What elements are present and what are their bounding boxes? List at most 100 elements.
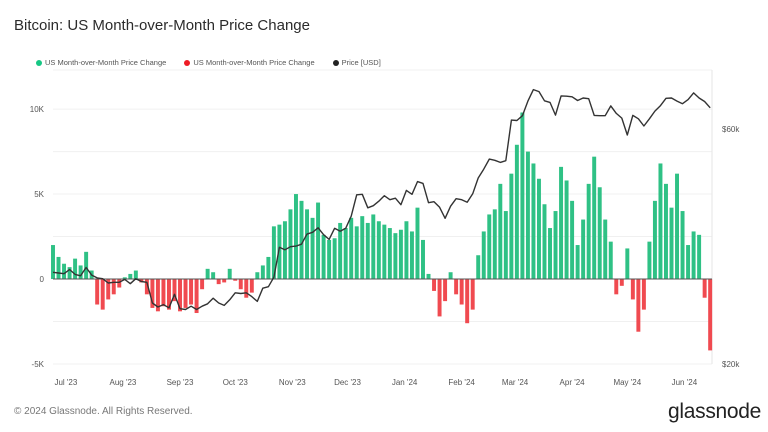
bar-positive — [603, 219, 608, 280]
bar-positive — [305, 209, 310, 280]
bar-negative — [161, 279, 166, 307]
bar-positive — [415, 207, 420, 280]
bar-negative — [708, 279, 713, 351]
bar-negative — [233, 279, 238, 281]
bar-positive — [559, 166, 564, 280]
bar-positive — [365, 222, 370, 280]
bar-positive — [426, 273, 431, 280]
bar-negative — [222, 279, 227, 283]
bar-positive — [360, 216, 365, 280]
y-left-tick-label: -5K — [32, 360, 45, 369]
bar-positive — [332, 238, 337, 280]
bar-positive — [498, 183, 503, 280]
bar-positive — [62, 263, 67, 280]
bar-negative — [238, 279, 243, 290]
bar-positive — [448, 272, 453, 280]
legend-item-price[interactable]: Price [USD] — [332, 58, 381, 67]
bar-negative — [189, 279, 194, 305]
bar-negative — [641, 279, 646, 310]
x-tick-label: Jan '24 — [392, 378, 418, 387]
bar-positive — [56, 256, 61, 280]
bar-positive — [310, 217, 315, 280]
y-left-tick-label: 10K — [30, 105, 45, 114]
bar-negative — [432, 279, 437, 291]
chart-title: Bitcoin: US Month-over-Month Price Chang… — [14, 17, 310, 34]
bar-positive — [316, 202, 321, 280]
bar-positive — [398, 229, 403, 280]
bar-positive — [487, 214, 492, 280]
bar-negative — [443, 279, 448, 302]
bar-positive — [133, 270, 138, 280]
bar-negative — [216, 279, 221, 285]
bar-negative — [614, 279, 619, 295]
bar-positive — [625, 248, 630, 280]
bar-negative — [172, 279, 177, 302]
x-tick-label: Nov '23 — [279, 378, 306, 387]
bar-negative — [454, 279, 459, 295]
bar-negative — [144, 279, 149, 295]
bar-positive — [260, 265, 265, 280]
bar-positive — [575, 245, 580, 280]
bar-negative — [178, 279, 182, 312]
price-line — [52, 88, 711, 311]
bar-negative — [100, 279, 105, 310]
bar-positive — [570, 200, 575, 280]
bar-negative — [459, 279, 464, 305]
bar-positive — [525, 151, 530, 280]
legend-label: US Month-over-Month Price Change — [45, 58, 167, 67]
glassnode-logo: glassnode — [668, 400, 762, 423]
bar-positive — [205, 268, 210, 280]
bar-negative — [106, 279, 111, 300]
bar-negative — [111, 279, 116, 295]
bar-positive — [338, 222, 343, 280]
bar-positive — [553, 211, 558, 280]
legend: US Month-over-Month Price Change US Mont… — [36, 58, 381, 67]
bar-positive — [211, 272, 216, 280]
bar-positive — [675, 173, 680, 280]
bar-positive — [691, 231, 696, 280]
bar-negative — [702, 279, 707, 298]
bar-positive — [122, 277, 127, 280]
bar-positive — [669, 207, 674, 280]
bar-positive — [542, 204, 547, 280]
y-left-tick-label: 5K — [34, 190, 44, 199]
bar-positive — [294, 194, 298, 280]
legend-item-positive[interactable]: US Month-over-Month Price Change — [36, 58, 166, 67]
x-tick-label: Mar '24 — [502, 378, 529, 387]
bar-positive — [404, 221, 409, 280]
bar-positive — [382, 224, 387, 280]
bar-positive — [481, 231, 486, 280]
red-dot-icon — [184, 59, 191, 66]
x-tick-label: Jun '24 — [672, 378, 698, 387]
x-tick-label: Feb '24 — [448, 378, 475, 387]
bar-negative — [155, 279, 160, 312]
bar-negative — [470, 279, 475, 310]
x-tick-label: Apr '24 — [560, 378, 586, 387]
legend-item-negative[interactable]: US Month-over-Month Price Change — [184, 58, 315, 67]
bar-positive — [686, 245, 691, 280]
bar-positive — [697, 234, 702, 280]
bar-positive — [608, 241, 613, 280]
bar-positive — [51, 245, 55, 280]
bar-positive — [597, 187, 602, 280]
bar-negative — [194, 279, 199, 314]
bar-positive — [581, 219, 586, 280]
bar-negative — [465, 279, 470, 324]
bar-positive — [503, 211, 508, 280]
x-tick-label: Oct '23 — [223, 378, 249, 387]
bar-negative — [95, 279, 100, 305]
x-tick-label: Sep '23 — [167, 378, 194, 387]
bar-positive — [327, 239, 332, 280]
bar-positive — [349, 217, 354, 280]
bar-positive — [509, 173, 514, 280]
bar-positive — [321, 234, 326, 280]
green-dot-icon — [36, 59, 42, 66]
bar-positive — [255, 272, 260, 280]
x-tick-label: May '24 — [613, 378, 641, 387]
y-left-tick-label: 0 — [40, 275, 45, 284]
bar-positive — [409, 231, 414, 280]
bar-positive — [658, 163, 663, 280]
bar-positive — [586, 183, 591, 280]
bar-positive — [84, 251, 89, 280]
bar-negative — [183, 279, 188, 308]
